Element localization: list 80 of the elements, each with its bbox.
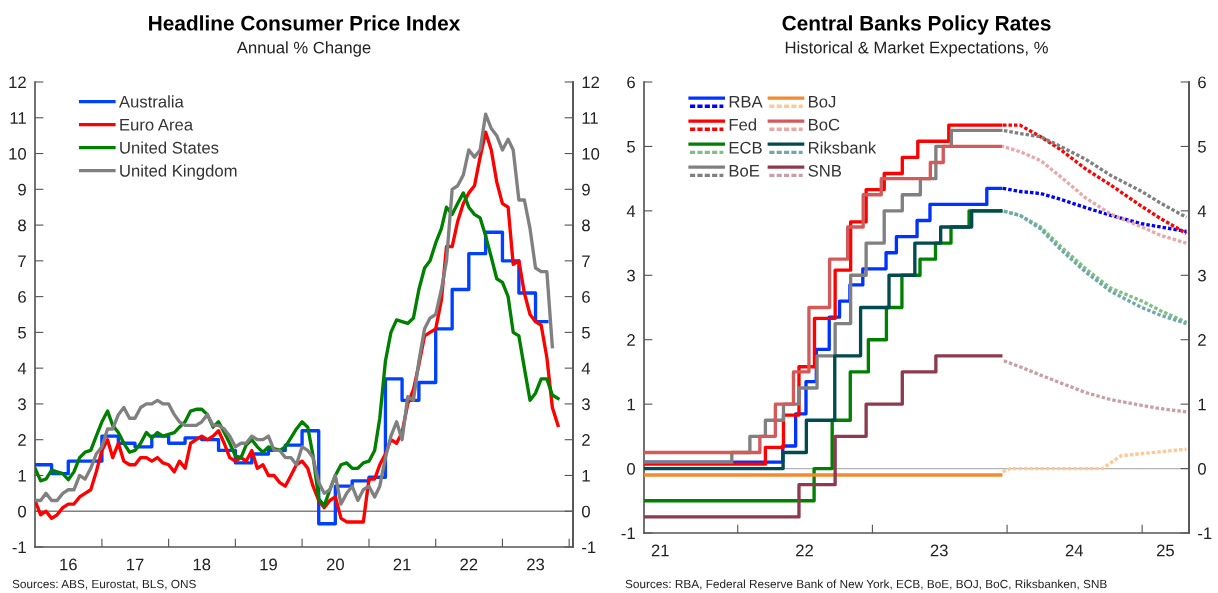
- y2-tick-label: 11: [582, 112, 598, 124]
- y2-tick-label: 2: [1198, 334, 1206, 346]
- legend-label: Fed: [729, 118, 757, 131]
- chart-title: Headline Consumer Price Index: [149, 15, 461, 31]
- y2-tick-label: 3: [1197, 269, 1206, 282]
- y2-tick-label: 2: [582, 434, 590, 446]
- x-tick-label: 23: [930, 544, 948, 557]
- y2-tick-label: 9: [582, 183, 590, 196]
- source-note: Sources: ABS, Eurostat, BLS, ONS: [12, 579, 196, 590]
- y2-tick-label: 5: [582, 326, 590, 339]
- y-tick-label: 2: [627, 334, 635, 346]
- y2-tick-label: 5: [1198, 141, 1206, 153]
- y2-tick-label: 7: [582, 255, 590, 267]
- y2-tick-label: 6: [1198, 76, 1206, 89]
- x-tick-label: 22: [460, 558, 478, 571]
- y2-tick-label: 3: [581, 398, 590, 411]
- y-tick-label: 0: [18, 505, 27, 518]
- legend-label: Euro Area: [120, 118, 194, 131]
- legend-label: ECB: [729, 141, 762, 154]
- y-tick-label: -1: [621, 527, 635, 540]
- legend-label: United States: [120, 141, 219, 154]
- x-tick-label: 17: [127, 558, 144, 571]
- y-tick-label: -1: [12, 541, 26, 554]
- y-tick-label: 5: [18, 326, 26, 339]
- y2-tick-label: 1: [1198, 398, 1206, 411]
- y2-tick-label: -1: [582, 541, 596, 554]
- y2-tick-label: 0: [581, 505, 590, 518]
- y-tick-label: 4: [626, 205, 636, 217]
- line-series: [1000, 358, 1189, 414]
- legend-label: Riksbank: [809, 141, 877, 154]
- line-series: [35, 191, 560, 508]
- y2-tick-label: 1: [582, 470, 590, 482]
- y-tick-label: 3: [18, 398, 26, 411]
- legend-label: RBA: [729, 95, 763, 108]
- line-series: [1000, 186, 1189, 234]
- y-tick-label: 0: [627, 462, 636, 475]
- y2-tick-label: -1: [1198, 527, 1212, 540]
- x-tick-label: 20: [326, 558, 344, 571]
- y-tick-label: 3: [627, 269, 635, 282]
- x-tick-label: 18: [193, 558, 211, 571]
- x-tick-label: 25: [1156, 544, 1174, 557]
- y2-tick-label: 10: [582, 147, 600, 160]
- y-tick-label: 6: [18, 291, 26, 303]
- y-tick-label: 7: [18, 255, 26, 267]
- y-tick-label: 11: [10, 112, 26, 124]
- y2-tick-label: 4: [581, 362, 591, 375]
- legend-label: Australia: [118, 95, 184, 108]
- legend-label: BoE: [729, 165, 760, 177]
- chart-title: Central Banks Policy Rates: [782, 15, 1051, 35]
- x-tick-label: 23: [527, 558, 545, 571]
- x-tick-label: 21: [393, 558, 411, 571]
- legend-label: BoC: [809, 118, 840, 131]
- chart-subtitle: Annual % Change: [236, 41, 371, 57]
- y-tick-label: 12: [9, 76, 26, 89]
- x-tick-label: 19: [260, 558, 277, 571]
- y-tick-label: 1: [627, 398, 635, 411]
- y-tick-label: 5: [627, 141, 635, 153]
- x-tick-label: 22: [796, 544, 813, 557]
- x-tick-label: 21: [651, 544, 669, 557]
- legend-label: BoJ: [809, 95, 836, 108]
- legend-label: United Kingdom: [120, 164, 237, 180]
- chart-subtitle: Historical & Market Expectations, %: [785, 41, 1048, 57]
- y2-tick-label: 6: [582, 291, 590, 303]
- y-tick-label: 4: [17, 362, 27, 375]
- source-note: Sources: RBA, Federal Reserve Bank of New York, ECB, BoE, BOJ, BoC, Riksbanken, SNB: [625, 579, 1107, 590]
- y-tick-label: 9: [18, 183, 26, 196]
- x-tick-label: 24: [1065, 544, 1084, 557]
- x-tick-label: 16: [60, 558, 77, 571]
- y2-tick-label: 8: [582, 219, 590, 232]
- line-series: [1000, 447, 1189, 474]
- line-series: [1000, 144, 1189, 245]
- legend-label: SNB: [808, 164, 842, 177]
- y-tick-label: 8: [18, 219, 26, 232]
- y2-tick-label: 4: [1197, 205, 1207, 217]
- y2-tick-label: 0: [1197, 462, 1206, 475]
- y-tick-label: 1: [18, 470, 26, 482]
- y-tick-label: 6: [627, 76, 635, 89]
- y-tick-label: 2: [18, 434, 26, 446]
- y2-tick-label: 12: [582, 76, 600, 89]
- y-tick-label: 10: [9, 147, 27, 160]
